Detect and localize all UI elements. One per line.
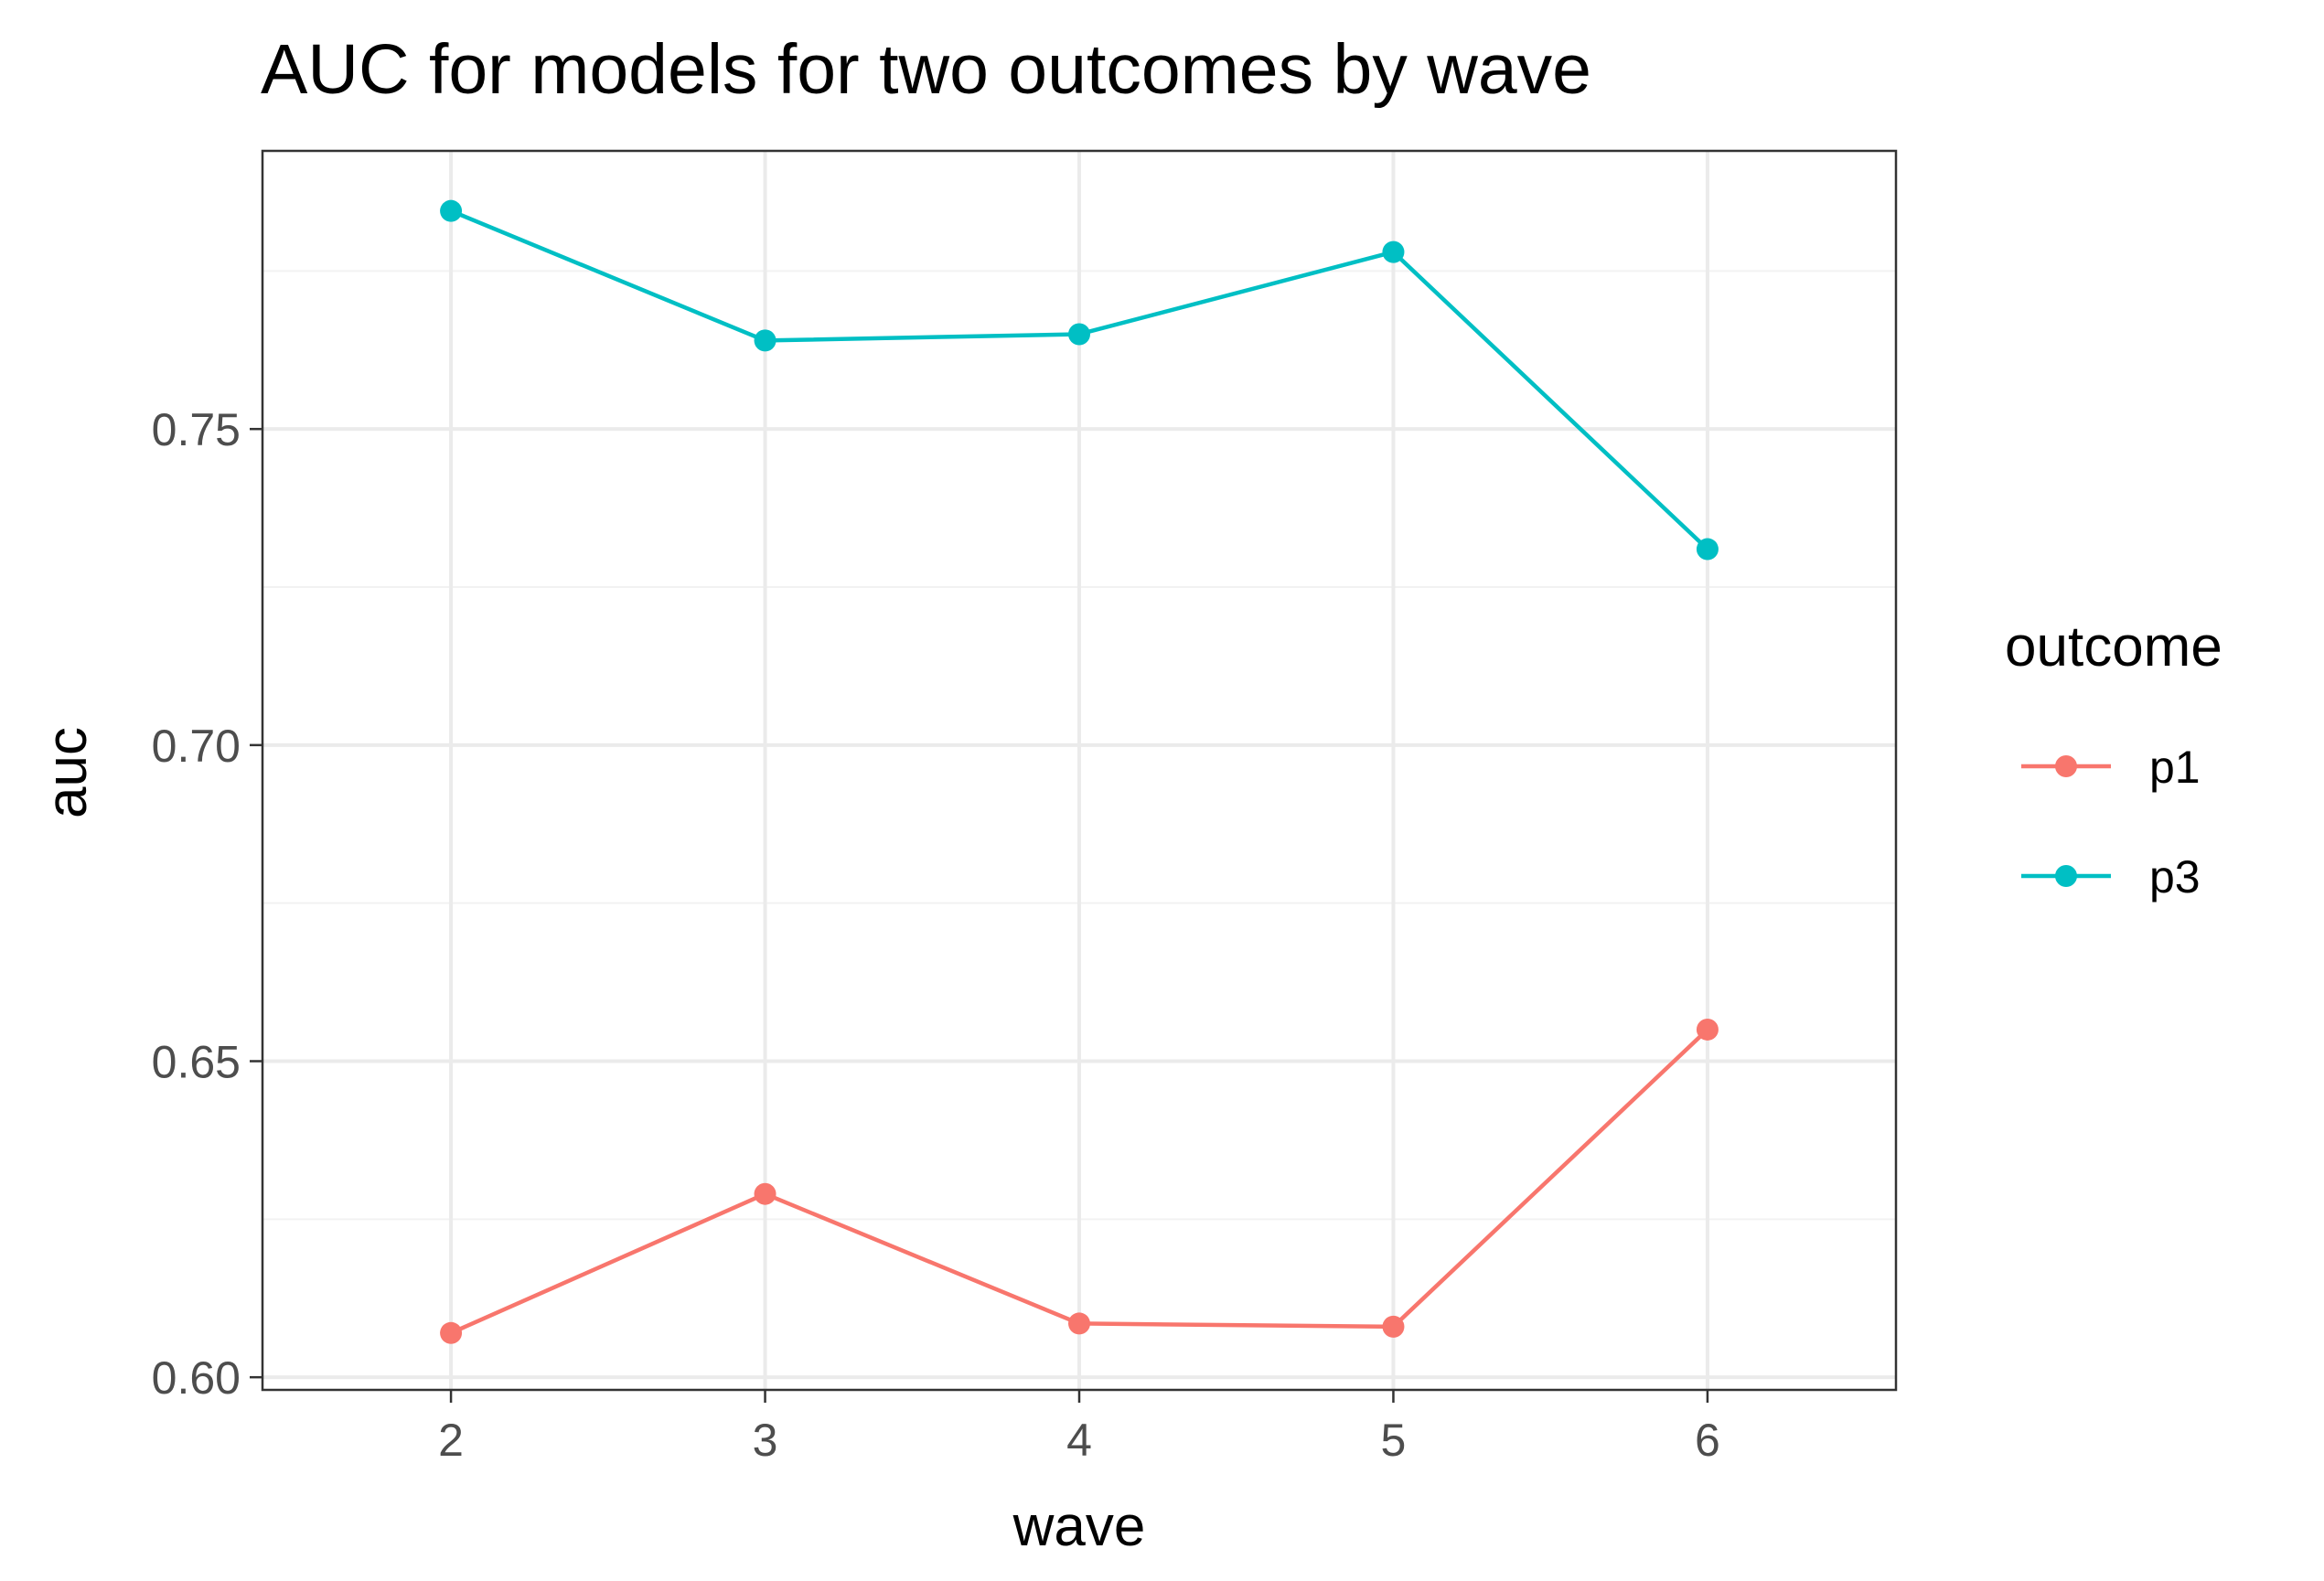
legend: outcome p1 p3 bbox=[2005, 615, 2222, 903]
legend-key-point bbox=[2055, 755, 2077, 777]
y-tick-label: 0.70 bbox=[152, 721, 241, 772]
x-tick-label: 3 bbox=[753, 1415, 778, 1466]
x-tick-label: 2 bbox=[438, 1415, 464, 1466]
legend-entries: p1 p3 bbox=[2021, 742, 2201, 903]
chart-title: AUC for models for two outcomes by wave bbox=[261, 30, 1591, 109]
legend-key-point bbox=[2055, 865, 2077, 887]
legend-label: p1 bbox=[2149, 742, 2201, 793]
data-point-p3 bbox=[754, 329, 776, 352]
x-tick-label: 5 bbox=[1381, 1415, 1407, 1466]
data-point-p3 bbox=[440, 199, 463, 222]
legend-title: outcome bbox=[2005, 615, 2222, 678]
x-axis: 2 3 4 5 6 bbox=[438, 1390, 1720, 1466]
data-point-p1 bbox=[1696, 1018, 1719, 1041]
legend-label: p3 bbox=[2149, 851, 2201, 903]
series-p3 bbox=[440, 199, 1719, 561]
data-point-p1 bbox=[440, 1321, 463, 1344]
legend-entry-p1: p1 bbox=[2021, 742, 2201, 793]
x-tick-label: 4 bbox=[1066, 1415, 1092, 1466]
y-tick-label: 0.60 bbox=[152, 1352, 241, 1404]
data-point-p3 bbox=[1696, 538, 1719, 561]
y-axis-title: auc bbox=[36, 727, 99, 818]
x-axis-title: wave bbox=[1012, 1495, 1146, 1558]
y-tick-label: 0.65 bbox=[152, 1037, 241, 1088]
data-point-p1 bbox=[754, 1182, 776, 1205]
series-layer bbox=[440, 199, 1719, 1344]
data-point-p3 bbox=[1382, 240, 1405, 263]
series-p1 bbox=[440, 1018, 1719, 1344]
y-tick-label: 0.75 bbox=[152, 404, 241, 455]
y-axis: 0.60 0.65 0.70 0.75 bbox=[152, 404, 262, 1404]
data-point-p1 bbox=[1068, 1312, 1090, 1335]
data-point-p1 bbox=[1382, 1315, 1405, 1338]
x-tick-label: 6 bbox=[1695, 1415, 1720, 1466]
legend-entry-p3: p3 bbox=[2021, 851, 2201, 903]
data-point-p3 bbox=[1068, 323, 1090, 346]
